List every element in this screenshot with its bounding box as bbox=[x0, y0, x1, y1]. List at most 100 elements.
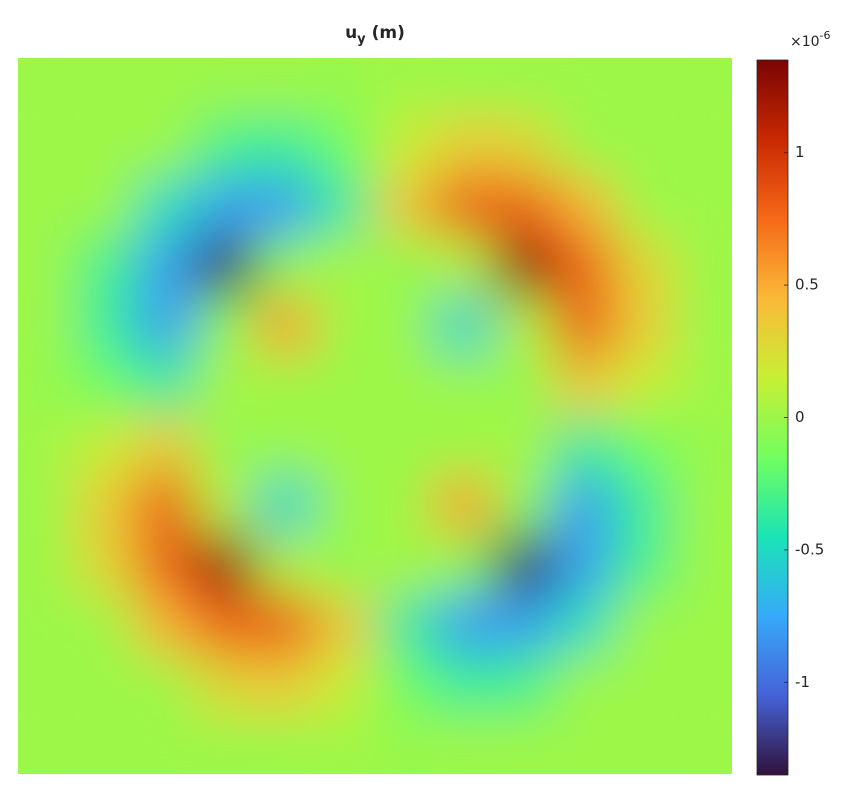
heat-cell bbox=[196, 58, 257, 119]
heat-cell bbox=[434, 654, 495, 715]
heat-cell bbox=[315, 534, 376, 596]
heat-cell bbox=[493, 355, 554, 417]
heat-cell bbox=[315, 475, 376, 536]
heat-cell bbox=[553, 355, 614, 417]
heat-cell bbox=[255, 654, 316, 715]
heat-cell bbox=[374, 58, 435, 119]
heat-cell bbox=[136, 236, 197, 298]
heat-cell bbox=[493, 654, 554, 715]
heat-cell bbox=[374, 594, 435, 656]
heat-cell bbox=[196, 236, 257, 298]
heat-cell bbox=[612, 594, 673, 656]
heat-cell bbox=[434, 355, 495, 417]
heat-cell bbox=[196, 713, 257, 774]
heat-cell bbox=[315, 713, 376, 774]
heat-cell bbox=[374, 654, 435, 715]
heat-cell bbox=[672, 296, 732, 357]
heat-cell bbox=[255, 415, 316, 477]
heat-cell bbox=[77, 296, 138, 357]
colorbar bbox=[756, 59, 789, 776]
heat-cell bbox=[374, 534, 435, 596]
heat-cell bbox=[612, 176, 673, 238]
heat-cell bbox=[493, 594, 554, 656]
heat-cell bbox=[434, 713, 495, 774]
heat-cell bbox=[672, 415, 732, 477]
heat-cell bbox=[77, 534, 138, 596]
heat-cell bbox=[255, 355, 316, 417]
heat-cell bbox=[672, 534, 732, 596]
heat-cell bbox=[77, 415, 138, 477]
heat-cell bbox=[18, 117, 78, 178]
heat-cell bbox=[255, 713, 316, 774]
heat-cell bbox=[136, 475, 197, 536]
heat-cell bbox=[315, 236, 376, 298]
heat-cell bbox=[255, 236, 316, 298]
heat-cell bbox=[553, 236, 614, 298]
heat-cell bbox=[672, 713, 732, 774]
colorbar-tick-label: 0 bbox=[795, 408, 805, 426]
heat-cell bbox=[315, 58, 376, 119]
heat-cell bbox=[196, 654, 257, 715]
heat-cell bbox=[18, 475, 78, 536]
heat-cell bbox=[18, 713, 78, 774]
heat-cell bbox=[136, 58, 197, 119]
heat-cell bbox=[77, 713, 138, 774]
heat-cell bbox=[18, 296, 78, 357]
heat-cell bbox=[136, 534, 197, 596]
heat-cell bbox=[374, 117, 435, 178]
heat-cell bbox=[612, 236, 673, 298]
heat-cell bbox=[672, 176, 732, 238]
heat-cell bbox=[18, 58, 78, 119]
cells bbox=[18, 58, 732, 774]
heat-cell bbox=[18, 355, 78, 417]
heat-cell bbox=[255, 58, 316, 119]
heat-cell bbox=[77, 594, 138, 656]
heat-cell bbox=[136, 713, 197, 774]
heat-cell bbox=[493, 117, 554, 178]
heat-cell bbox=[612, 296, 673, 357]
title-main: u bbox=[345, 23, 357, 43]
heat-cell bbox=[553, 176, 614, 238]
heat-cell bbox=[77, 117, 138, 178]
heat-cell bbox=[18, 236, 78, 298]
heat-cell bbox=[136, 355, 197, 417]
heat-cell bbox=[553, 475, 614, 536]
heat-cell bbox=[136, 415, 197, 477]
heat-cell bbox=[374, 296, 435, 357]
heat-cell bbox=[255, 594, 316, 656]
heat-cell bbox=[493, 713, 554, 774]
heat-cell bbox=[672, 594, 732, 656]
heat-cell bbox=[196, 355, 257, 417]
heat-cell bbox=[77, 654, 138, 715]
heat-cell bbox=[77, 58, 138, 119]
heat-cell bbox=[612, 415, 673, 477]
multiplier-base: ×10 bbox=[790, 34, 820, 50]
heat-cell bbox=[493, 296, 554, 357]
heat-cell bbox=[434, 58, 495, 119]
multiplier-exponent: -6 bbox=[820, 29, 831, 42]
heat-cell bbox=[77, 475, 138, 536]
heat-cell bbox=[196, 176, 257, 238]
heat-cell bbox=[196, 415, 257, 477]
heat-cell bbox=[315, 594, 376, 656]
heat-cell bbox=[612, 58, 673, 119]
heat-cell bbox=[434, 117, 495, 178]
colorbar-tick-label: -1 bbox=[795, 673, 810, 691]
heat-cell bbox=[315, 415, 376, 477]
heat-cell bbox=[136, 176, 197, 238]
heat-cell bbox=[493, 176, 554, 238]
heat-cell bbox=[136, 117, 197, 178]
colorbar-tick-label: -0.5 bbox=[795, 540, 824, 558]
heat-cell bbox=[315, 176, 376, 238]
heat-cell bbox=[374, 475, 435, 536]
heat-cell bbox=[18, 594, 78, 656]
heat-cell bbox=[612, 355, 673, 417]
heat-cell bbox=[553, 594, 614, 656]
heat-cell bbox=[553, 713, 614, 774]
heat-cell bbox=[255, 475, 316, 536]
heat-cell bbox=[553, 58, 614, 119]
heat-cell bbox=[493, 58, 554, 119]
heat-cell bbox=[553, 654, 614, 715]
heat-cell bbox=[196, 475, 257, 536]
